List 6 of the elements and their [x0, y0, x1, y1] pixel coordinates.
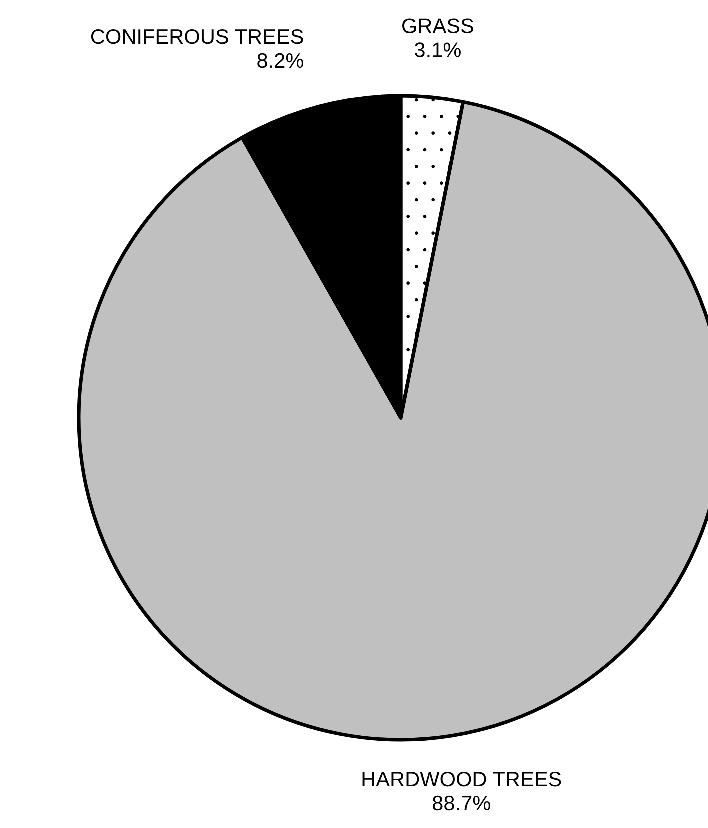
slice-label: HARDWOOD TREES	[362, 772, 562, 787]
data-label: 3.1%	[415, 42, 461, 58]
data-label: 88.7%	[432, 796, 490, 811]
slice-label: GRASS	[402, 18, 474, 34]
slice-label: CONIFEROUS TREES	[91, 29, 304, 44]
data-label: 8.2%	[258, 53, 304, 68]
